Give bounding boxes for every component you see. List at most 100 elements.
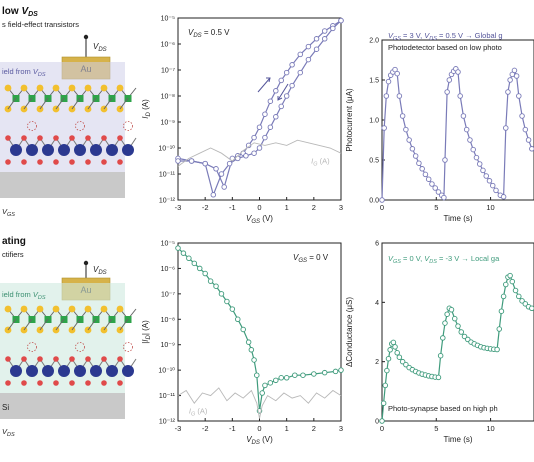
- data-point: [273, 88, 279, 94]
- schematic-top-title: low VDS: [2, 6, 38, 18]
- data-point: [289, 62, 295, 68]
- data-point: [392, 344, 398, 350]
- atom-yellow: [100, 305, 108, 313]
- data-point: [435, 189, 442, 195]
- atom-red: [21, 380, 27, 386]
- atom-red: [101, 356, 107, 362]
- atom-red: [69, 380, 75, 386]
- bond: [71, 97, 81, 110]
- photocurrent-panel: 0.0 0.5 1.0 1.5 2.0 0 5 10 Time (s) Photocurrent …: [345, 31, 534, 223]
- data-point: [384, 367, 390, 374]
- lattice-lower-top: [5, 121, 137, 165]
- data-point: [267, 98, 274, 104]
- series-line-0: [177, 247, 342, 411]
- data-point: [229, 306, 236, 312]
- y-tick-label: 10⁻⁶: [161, 42, 175, 49]
- data-point: [509, 278, 516, 285]
- data-point: [300, 372, 306, 378]
- data-point: [313, 46, 320, 52]
- data-point: [399, 358, 406, 365]
- atom-red: [21, 356, 27, 362]
- y-axis-label: ΔConductance (μS): [345, 297, 354, 367]
- data-point: [256, 145, 263, 151]
- data-point: [516, 293, 522, 300]
- atom-blue: [10, 365, 22, 377]
- schematic-top: low VDS s field-effect transistors VDS A…: [0, 6, 137, 218]
- data-point: [503, 281, 509, 288]
- data-point: [480, 167, 486, 174]
- vacancy: [27, 342, 37, 352]
- data-point: [283, 375, 290, 381]
- data-point: [461, 333, 468, 340]
- atom-red: [69, 135, 75, 141]
- vds-label-top: VDS: [93, 42, 107, 53]
- data-point: [457, 93, 463, 99]
- atom-yellow: [84, 84, 92, 92]
- data-point: [503, 125, 509, 131]
- data-point: [525, 137, 532, 143]
- atom-red: [101, 380, 107, 386]
- x-tick-label: 2: [312, 203, 316, 212]
- data-point: [496, 326, 503, 332]
- plot-frame: [381, 39, 534, 201]
- x-axis-label: VDS (V): [246, 435, 273, 446]
- data-point: [180, 250, 187, 256]
- x-tick-label: -3: [175, 203, 182, 212]
- y-tick-label: 10⁻⁷: [161, 68, 175, 75]
- data-point: [321, 36, 328, 42]
- atom-red: [37, 356, 43, 362]
- data-point: [513, 73, 520, 79]
- y-tick-label: 10⁻¹¹: [159, 172, 176, 179]
- atom-red: [21, 159, 27, 165]
- data-point: [470, 146, 476, 153]
- data-point: [458, 329, 465, 335]
- schematic-bottom: ating ctifiers VDS Au ield from VDS Si V…: [0, 236, 137, 438]
- schematic-top-subtitle: s field-effect transistors: [2, 20, 79, 29]
- x-tick-label: 10: [486, 203, 494, 212]
- data-point: [379, 197, 385, 203]
- series-line-1: [177, 387, 342, 419]
- x-tick-label: 1: [285, 424, 289, 433]
- atom-red: [117, 380, 123, 386]
- atom-blue: [106, 144, 118, 156]
- atom-yellow: [116, 305, 124, 313]
- atom-red: [117, 135, 123, 141]
- data-point: [338, 17, 344, 24]
- substrate-label-bottom: Si: [2, 403, 9, 412]
- atom-yellow: [84, 305, 92, 313]
- atom-red: [85, 356, 91, 362]
- atom-yellow: [116, 84, 124, 92]
- series-line-2: [177, 139, 342, 167]
- data-point: [218, 171, 225, 177]
- data-point: [330, 25, 336, 32]
- data-point: [186, 255, 192, 262]
- data-point: [507, 77, 513, 83]
- data-point: [442, 157, 448, 163]
- atom-red: [85, 159, 91, 165]
- data-point: [416, 160, 422, 166]
- atom-red: [21, 135, 27, 141]
- bond: [7, 318, 17, 331]
- atom-red: [117, 356, 123, 362]
- data-point: [463, 126, 470, 133]
- panel-annotation: VGS = 3 V, VDS = 0.5 V → Global g: [388, 31, 503, 42]
- data-point: [202, 270, 208, 277]
- atom-red: [53, 135, 59, 141]
- data-point: [399, 113, 406, 119]
- atom-blue: [122, 365, 134, 377]
- plot-frame: [177, 17, 342, 201]
- atom-blue: [74, 365, 86, 377]
- data-point: [175, 158, 181, 164]
- data-point: [476, 161, 483, 167]
- series-label: IG (A): [311, 157, 330, 168]
- data-point: [441, 194, 447, 201]
- data-point: [455, 323, 461, 329]
- x-axis-label: Time (s): [443, 435, 472, 444]
- lattice-lower-bottom: [5, 342, 137, 386]
- y-tick-label: 2: [375, 359, 379, 366]
- data-point: [505, 89, 511, 95]
- bond: [23, 318, 33, 331]
- atom-blue: [90, 365, 102, 377]
- atom-red: [85, 380, 91, 386]
- data-point: [240, 326, 246, 333]
